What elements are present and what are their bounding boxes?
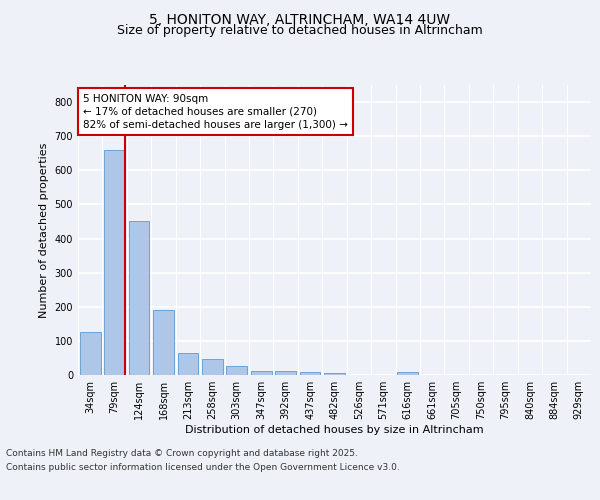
Bar	[397, 372, 418, 375]
Bar	[251, 371, 272, 375]
Text: Contains HM Land Registry data © Crown copyright and database right 2025.: Contains HM Land Registry data © Crown c…	[6, 448, 358, 458]
X-axis label: Distribution of detached houses by size in Altrincham: Distribution of detached houses by size …	[185, 425, 484, 435]
Y-axis label: Number of detached properties: Number of detached properties	[39, 142, 49, 318]
Bar	[178, 353, 199, 375]
Bar	[104, 150, 125, 375]
Bar	[80, 332, 101, 375]
Bar	[226, 366, 247, 375]
Bar	[202, 358, 223, 375]
Text: 5, HONITON WAY, ALTRINCHAM, WA14 4UW: 5, HONITON WAY, ALTRINCHAM, WA14 4UW	[149, 12, 451, 26]
Bar	[299, 372, 320, 375]
Bar	[275, 371, 296, 375]
Bar	[128, 222, 149, 375]
Bar	[324, 374, 345, 375]
Text: Size of property relative to detached houses in Altrincham: Size of property relative to detached ho…	[117, 24, 483, 37]
Bar	[153, 310, 174, 375]
Text: 5 HONITON WAY: 90sqm
← 17% of detached houses are smaller (270)
82% of semi-deta: 5 HONITON WAY: 90sqm ← 17% of detached h…	[83, 94, 348, 130]
Text: Contains public sector information licensed under the Open Government Licence v3: Contains public sector information licen…	[6, 464, 400, 472]
